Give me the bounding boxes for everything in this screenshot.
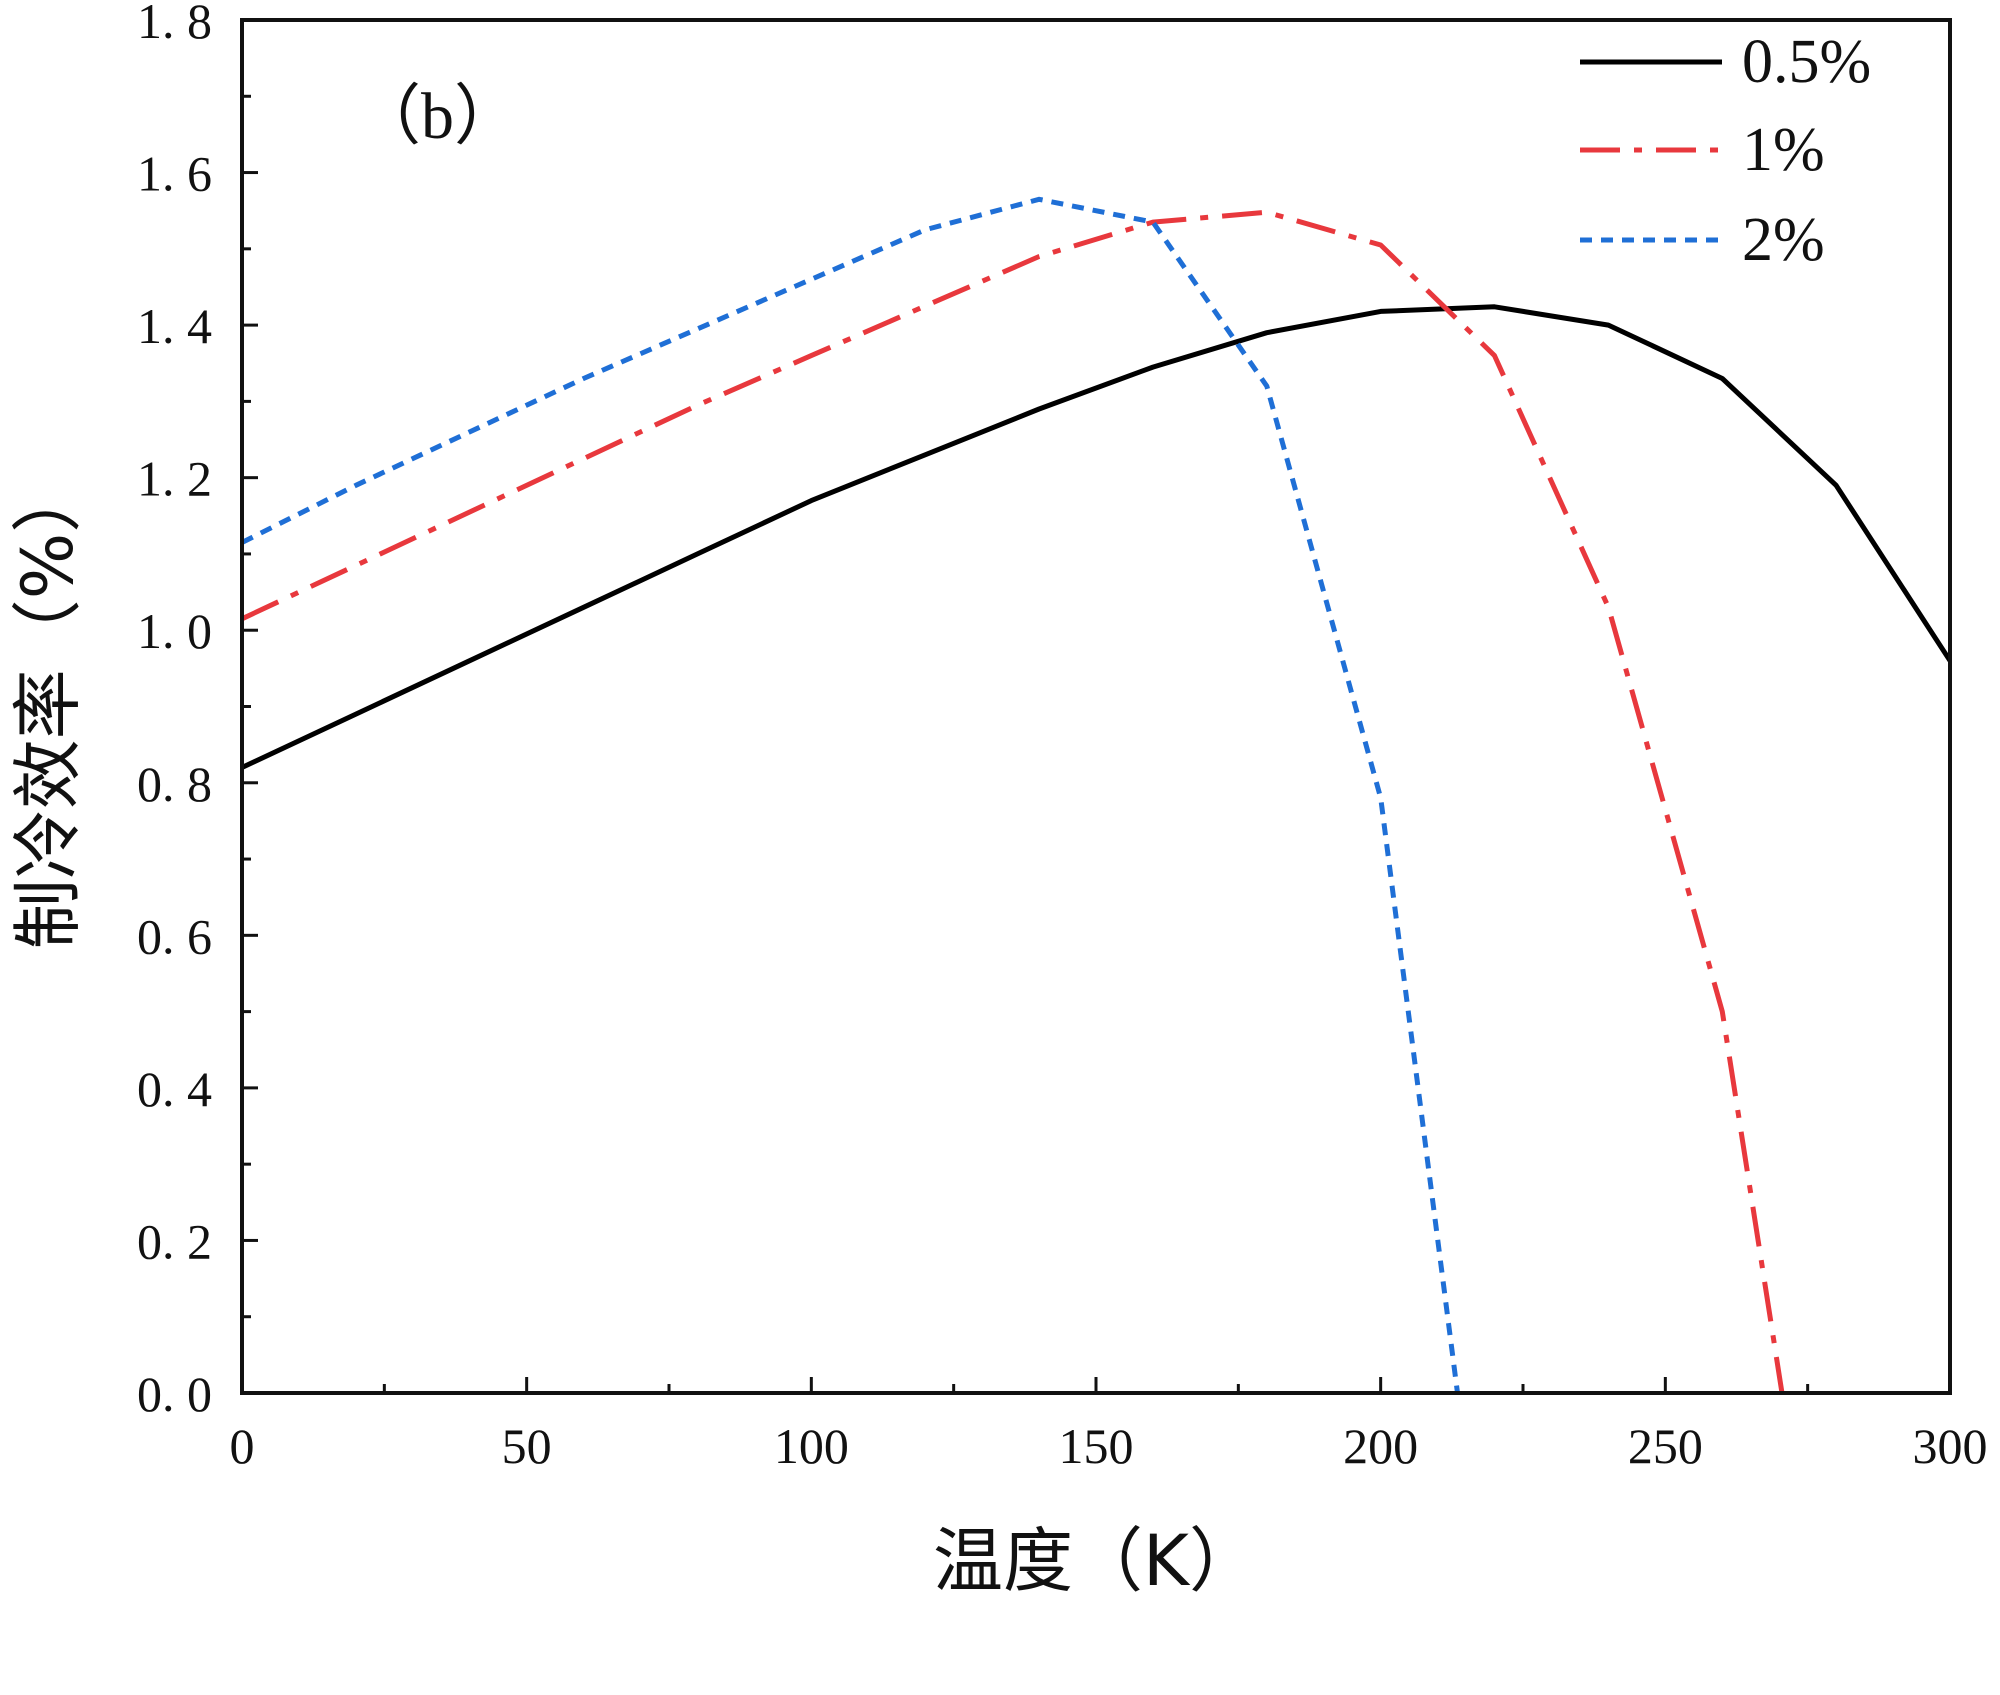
- plot-series: [240, 196, 1953, 1394]
- y-tick-label: 1. 8: [137, 0, 212, 49]
- plot-frame: [240, 18, 1952, 1395]
- x-tick-label: 250: [1628, 1418, 1703, 1474]
- y-tick-label: 1. 2: [137, 451, 212, 507]
- y-tick-label: 1. 0: [137, 603, 212, 659]
- x-tick-label: 100: [774, 1418, 849, 1474]
- x-tick-label: 200: [1343, 1418, 1418, 1474]
- axis-tick-labels: 0 50 100 150 200 250 300 0. 0 0. 2 0. 4 0. 6 0. 8 1.…: [137, 0, 1988, 1474]
- y-tick-label: 0. 6: [137, 908, 212, 964]
- axis-ticks: [240, 18, 1952, 1395]
- y-tick-label: 1. 6: [137, 146, 212, 202]
- y-tick-label: 0. 2: [137, 1213, 212, 1269]
- x-tick-label: 0: [230, 1418, 255, 1474]
- y-tick-label: 0. 8: [137, 756, 212, 812]
- series-line-1: [240, 304, 1953, 770]
- legend: 0.5% 1% 2%: [1580, 28, 1871, 274]
- series-line-3: [240, 196, 1460, 1394]
- series-line-2: [240, 209, 1785, 1394]
- legend-label-1: 0.5%: [1742, 28, 1871, 96]
- y-tick-label: 0. 0: [137, 1366, 212, 1422]
- y-tick-label: 0. 4: [137, 1061, 212, 1117]
- x-axis-title: 温度（K）: [933, 1520, 1259, 1602]
- legend-label-3: 2%: [1742, 206, 1825, 274]
- legend-label-2: 1%: [1742, 116, 1825, 184]
- x-tick-label: 300: [1913, 1418, 1988, 1474]
- y-axis-title: 制冷效率（%）: [7, 463, 89, 950]
- panel-label: （b）: [355, 80, 520, 153]
- y-tick-label: 1. 4: [137, 298, 212, 354]
- x-tick-label: 150: [1059, 1418, 1134, 1474]
- x-tick-label: 50: [502, 1418, 552, 1474]
